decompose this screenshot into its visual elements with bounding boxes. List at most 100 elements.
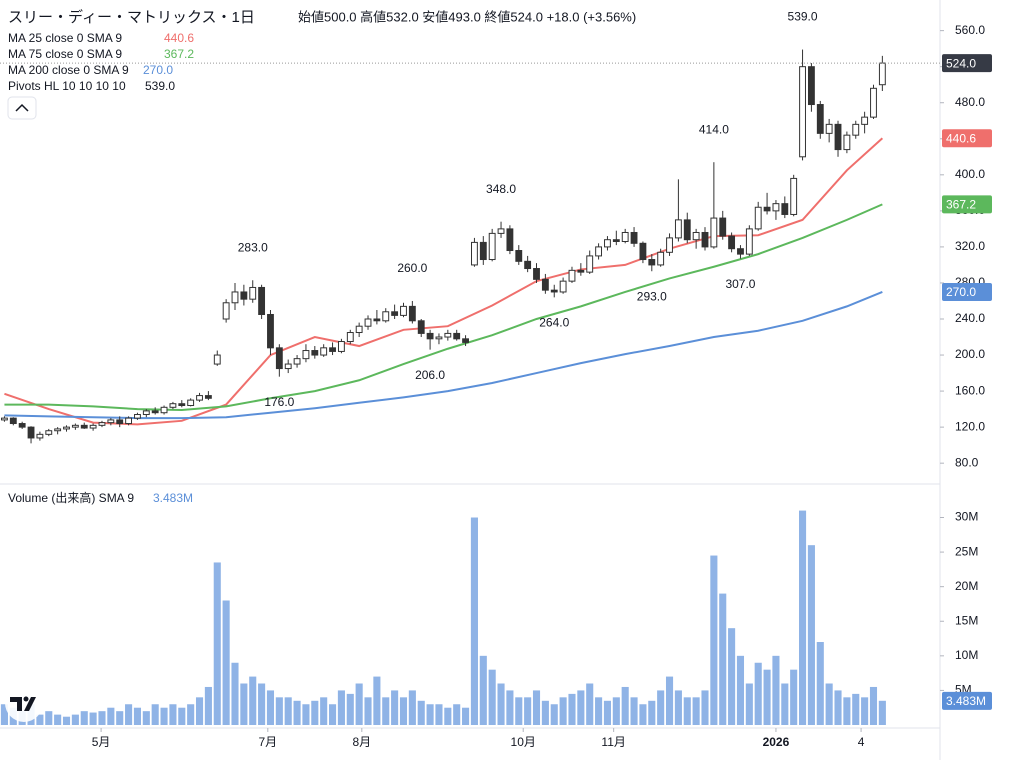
volume-bar: [284, 697, 292, 725]
volume-bar: [799, 510, 807, 725]
volume-bar: [169, 704, 177, 725]
candle-body: [27, 426, 35, 439]
candle-body: [435, 336, 443, 340]
ma-line: [4, 291, 883, 420]
collapse-icon: [15, 103, 29, 112]
candle-body: [763, 206, 771, 212]
candle-body: [275, 347, 283, 370]
volume-bar: [701, 690, 709, 725]
candle-body: [878, 62, 886, 86]
legend-name: MA 25 close 0 SMA 9: [8, 31, 122, 45]
collapse-button[interactable]: [7, 96, 37, 120]
candle-body: [373, 318, 381, 322]
volume-bar: [754, 662, 762, 725]
volume-bar: [728, 628, 736, 725]
volume-bar: [639, 704, 647, 725]
candle-body: [196, 395, 203, 401]
volume-bar: [515, 697, 523, 725]
volume-bar: [524, 697, 532, 725]
candle-body: [692, 231, 700, 241]
volume-bar: [36, 714, 44, 725]
volume-bar: [240, 683, 248, 725]
volume-bar: [275, 697, 283, 725]
candle-body: [231, 291, 239, 304]
candle-body: [45, 430, 53, 435]
volume-bar: [258, 683, 266, 725]
candle-body: [852, 123, 860, 136]
volume-bar: [586, 683, 594, 725]
candle-body: [98, 422, 106, 426]
candle-body: [302, 350, 310, 360]
chart-title: スリー・ディー・マトリックス・1日: [8, 8, 255, 26]
volume-bar: [337, 690, 345, 725]
candle-body: [639, 242, 647, 261]
volume-bar: [621, 686, 629, 725]
candle-body: [604, 239, 611, 248]
pivot-label: 348.0: [486, 182, 516, 196]
volume-bar: [816, 642, 824, 725]
candle-body: [533, 268, 540, 280]
volume-bar: [648, 700, 656, 725]
volume-bar: [488, 669, 496, 725]
volume-bar: [266, 690, 275, 725]
volume-bar: [479, 655, 487, 725]
legend-value: 539.0: [145, 79, 175, 93]
volume-bar: [692, 697, 700, 725]
price-badge-label: 367.2: [946, 198, 976, 212]
candle-body: [568, 269, 576, 282]
volume-bar: [382, 697, 390, 725]
pivot-label: 260.0: [397, 261, 427, 275]
volume-bar: [710, 555, 718, 725]
volume-bar: [657, 690, 665, 725]
candle-body: [364, 318, 372, 327]
y-tick-label: 10M: [955, 648, 978, 662]
volume-bar: [568, 693, 576, 725]
volume-bar: [187, 704, 195, 725]
candle-body: [408, 305, 416, 322]
candle-body: [816, 104, 824, 134]
x-tick-label: 10月: [511, 735, 536, 749]
price-badge: [942, 195, 992, 214]
volume-bar: [231, 662, 239, 725]
volume-bar: [133, 707, 141, 725]
volume-bar: [426, 704, 434, 725]
volume-bar: [719, 593, 727, 725]
candle-body: [657, 251, 665, 266]
candle-body: [293, 358, 301, 365]
volume-bar: [160, 707, 168, 725]
candle-body: [63, 426, 70, 430]
candle-body: [329, 347, 336, 352]
candle-body: [586, 255, 594, 273]
candle-body: [781, 203, 789, 215]
volume-bar: [195, 697, 204, 725]
candle-body: [745, 228, 753, 255]
candle-body: [790, 177, 798, 215]
candle-body: [178, 403, 186, 407]
candle-body: [462, 338, 469, 343]
candle-body: [204, 395, 212, 399]
volume-bar: [54, 714, 62, 725]
candle-body: [320, 347, 328, 356]
pivot-label: 307.0: [725, 277, 755, 291]
candle-body: [541, 278, 549, 291]
y-tick-label: 400.0: [955, 167, 985, 181]
volume-bar: [107, 707, 115, 725]
y-tick-label: 120.0: [955, 419, 985, 433]
candle-body: [142, 410, 150, 416]
pivot-label: 539.0: [788, 10, 818, 24]
volume-bar: [408, 690, 416, 725]
candle-body: [621, 231, 629, 242]
candle-body: [80, 424, 88, 429]
price-badge: [942, 282, 992, 301]
volume-bar: [62, 716, 71, 725]
candle-body: [825, 123, 833, 134]
volume-bar: [683, 697, 691, 725]
volume-bar: [435, 704, 443, 725]
volume-bar: [790, 669, 798, 725]
candle-body: [719, 217, 727, 237]
candle-body: [471, 241, 478, 266]
candle-body: [213, 354, 221, 365]
volume-bar: [45, 711, 53, 725]
volume-bar: [781, 683, 789, 725]
volume-bar: [98, 711, 106, 725]
